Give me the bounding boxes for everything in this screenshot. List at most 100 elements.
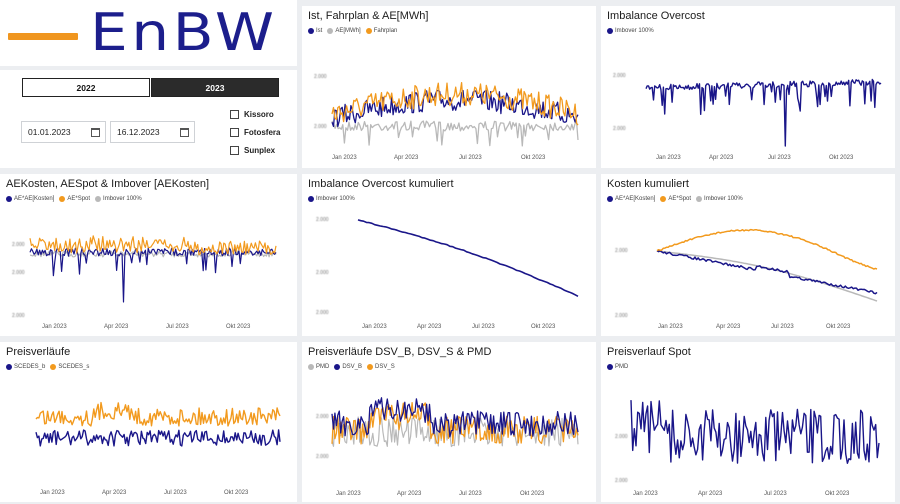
legend-dot-icon	[95, 196, 102, 202]
series-line-fahrplan	[331, 81, 579, 126]
x-tick-label: Jan 2023	[633, 491, 658, 497]
chart-panel-fahrplan: Ist, Fahrplan & AE[MWh] Ist AE[MWh] Fahrpl…	[302, 6, 596, 168]
x-tick-label: Jan 2023	[42, 324, 67, 330]
legend-dot-icon	[367, 364, 374, 370]
legend-item[interactable]: PMD	[308, 364, 329, 370]
chart-legend: AE*AE[Kosten] AE*Spot Imbover 100%	[607, 194, 743, 204]
series-line-imbover-kum	[656, 250, 878, 302]
legend-item[interactable]: Ist	[308, 28, 322, 34]
y-tick-label: 2.000	[615, 248, 628, 254]
series-line-imbover	[29, 250, 277, 258]
plant-checkbox-kissoro[interactable]: Kissoro	[230, 110, 274, 119]
series-line-dsv-b	[331, 397, 579, 438]
legend-item[interactable]: Imbover 100%	[308, 196, 355, 202]
x-tick-label: Jul 2023	[764, 491, 787, 497]
start-date-value: 01.01.2023	[28, 127, 71, 137]
x-tick-label: Jul 2023	[768, 155, 791, 161]
series-line-scedes-b	[35, 429, 281, 447]
legend-label: Imbover 100%	[103, 196, 142, 202]
calendar-icon[interactable]	[180, 128, 189, 137]
plant-checkbox-sunplex[interactable]: Sunplex	[230, 146, 275, 155]
series-line-ae-spot	[29, 235, 277, 256]
legend-dot-icon	[6, 364, 12, 370]
x-tick-label: Apr 2023	[397, 491, 422, 497]
legend-dot-icon	[308, 196, 314, 202]
chart-panel-imbalance-overcost: Imbalance Overcost Imbover 100% Jan 2023…	[601, 6, 895, 168]
chart-plot: Jan 2023 Apr 2023 Jul 2023 Okt 2023 2.000 2.0…	[12, 235, 277, 330]
chart-legend: AE*AE[Kosten] AE*Spot Imbover 100%	[6, 194, 142, 204]
chart-panel-imbalance-kumuliert: Imbalance Overcost kumuliert Imbover 100…	[302, 174, 596, 336]
legend-item[interactable]: Fahrplan	[365, 28, 397, 34]
x-tick-label: Apr 2023	[709, 155, 734, 161]
legend-label: SCEDES_s	[58, 364, 90, 370]
legend-item[interactable]: PMD	[607, 364, 628, 370]
legend-dot-icon	[327, 28, 334, 34]
legend-item[interactable]: Imbover 100%	[95, 196, 142, 202]
legend-item[interactable]: AE*Spot	[59, 196, 90, 202]
plant-checkbox-fotosfera[interactable]: Fotosfera	[230, 128, 280, 137]
chart-title: Ist, Fahrplan & AE[MWh]	[308, 10, 429, 22]
legend-dot-icon	[696, 196, 703, 202]
legend-item[interactable]: DSV_B	[334, 364, 362, 370]
y-tick-label: 2.000	[316, 270, 329, 276]
y-tick-label: 2.000	[316, 310, 329, 316]
y-tick-label: 2.000	[613, 126, 626, 132]
year-button-2022[interactable]: 2022	[22, 78, 150, 97]
x-tick-label: Jul 2023	[164, 490, 187, 496]
year-button-2023[interactable]: 2023	[151, 78, 279, 97]
checkbox-icon[interactable]	[230, 146, 239, 155]
legend-dot-icon	[660, 196, 667, 202]
legend-item[interactable]: AE[MWh]	[327, 28, 361, 34]
x-tick-label: Jul 2023	[771, 324, 794, 330]
chart-legend: Imbover 100%	[607, 26, 654, 36]
legend-item[interactable]: AE*AE[Kosten]	[607, 196, 655, 202]
legend-item[interactable]: Imbover 100%	[696, 196, 743, 202]
x-tick-label: Jul 2023	[166, 324, 189, 330]
series-line-imbover-kum	[357, 219, 579, 298]
y-tick-label: 2.000	[316, 454, 329, 460]
legend-dot-icon	[308, 364, 314, 370]
chart-plot: Jan 2023 Apr 2023 Jul 2023 Okt 2023 2.000 2.0…	[615, 228, 878, 330]
y-tick-label: 2.000	[12, 242, 25, 248]
chart-panel-preisverlauf-spot: Preisverlauf Spot PMD Jan 2023 Apr 2023 Ju…	[601, 342, 895, 502]
legend-dot-icon	[365, 28, 372, 34]
legend-label: AE*Spot	[668, 196, 692, 202]
legend-item[interactable]: AE*Spot	[660, 196, 691, 202]
legend-dot-icon	[607, 28, 613, 34]
legend-label: AE*AE[Kosten]	[615, 196, 656, 202]
legend-label: PMD	[615, 364, 629, 370]
end-date-input[interactable]: 16.12.2023	[110, 121, 195, 143]
chart-legend: PMD	[607, 362, 628, 372]
series-line-imbover	[645, 78, 882, 147]
legend-item[interactable]: Imbover 100%	[607, 28, 654, 34]
legend-label: DSV_S	[375, 364, 395, 370]
legend-item[interactable]: SCEDES_s	[50, 364, 89, 370]
legend-dot-icon	[308, 28, 314, 34]
checkbox-icon[interactable]	[230, 128, 239, 137]
y-tick-label: 2.000	[316, 217, 329, 223]
legend-item[interactable]: DSV_S	[367, 364, 395, 370]
chart-plot: Jan 2023 Apr 2023 Jul 2023 Okt 2023 2.000 2.0…	[314, 74, 579, 161]
y-tick-label: 2.000	[613, 73, 626, 79]
legend-item[interactable]: AE*AE[Kosten]	[6, 196, 54, 202]
legend-dot-icon	[607, 364, 613, 370]
series-line-dsv-s	[331, 402, 579, 445]
legend-label: DSV_B	[342, 364, 363, 370]
checkbox-icon[interactable]	[230, 110, 239, 119]
chart-title: Preisverläufe	[6, 346, 71, 358]
chart-legend: Imbover 100%	[308, 194, 355, 204]
x-tick-label: Jan 2023	[40, 490, 65, 496]
legend-dot-icon	[6, 196, 12, 202]
x-tick-label: Apr 2023	[104, 324, 129, 330]
legend-label: AE*Spot	[67, 196, 91, 202]
legend-item[interactable]: SCEDES_b	[6, 364, 45, 370]
legend-label: PMD	[316, 364, 330, 370]
calendar-icon[interactable]	[91, 128, 100, 137]
chart-legend: PMD DSV_B DSV_S	[308, 362, 395, 372]
legend-dot-icon	[59, 196, 66, 202]
chart-title: AEKosten, AESpot & Imbover [AEKosten]	[6, 178, 210, 190]
series-line-scedes-s	[35, 401, 281, 427]
chart-plot: Jan 2023 Apr 2023 Jul 2023 Okt 2023 2.000 2.0…	[316, 217, 579, 330]
chart-legend: SCEDES_b SCEDES_s	[6, 362, 89, 372]
start-date-input[interactable]: 01.01.2023	[21, 121, 106, 143]
